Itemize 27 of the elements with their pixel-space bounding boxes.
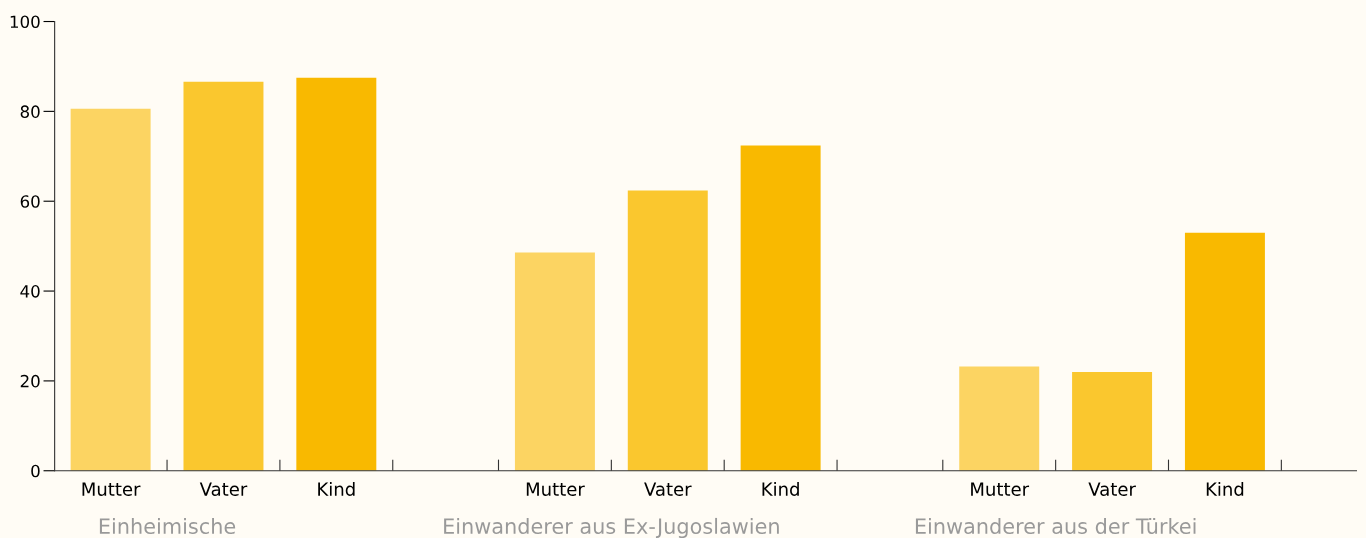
bar [183, 81, 264, 471]
y-tick-label: 60 [20, 195, 40, 208]
series-label: Mutter [82, 482, 141, 496]
text: Kind [1206, 481, 1244, 496]
text: Vater [1088, 482, 1136, 496]
y-tick-label: 20 [20, 374, 40, 388]
series-label: Kind [318, 481, 355, 496]
bar [1072, 371, 1153, 471]
y-tick-label: 0 [31, 464, 40, 478]
text: Mutter [526, 482, 585, 496]
y-tick-label: 100 [10, 15, 40, 29]
bar [1184, 232, 1265, 471]
x-tick-label: Einwanderer aus Ex-Jugoslawien [444, 517, 779, 538]
bar [514, 252, 595, 471]
y-tick-label: 80 [20, 105, 40, 118]
bar [70, 108, 151, 471]
bar [740, 145, 821, 471]
x-tick-label: Einwanderer aus der Türkei [915, 517, 1196, 535]
x-tick-label: Einheimische [99, 517, 236, 535]
text: Kind [762, 481, 799, 496]
text: Vater [644, 482, 692, 496]
y-tick-label: 40 [20, 285, 40, 298]
bar [296, 77, 377, 471]
bar [959, 366, 1040, 471]
bar [627, 190, 708, 471]
series-label: Vater [199, 482, 248, 496]
text: Mutter [971, 482, 1030, 496]
